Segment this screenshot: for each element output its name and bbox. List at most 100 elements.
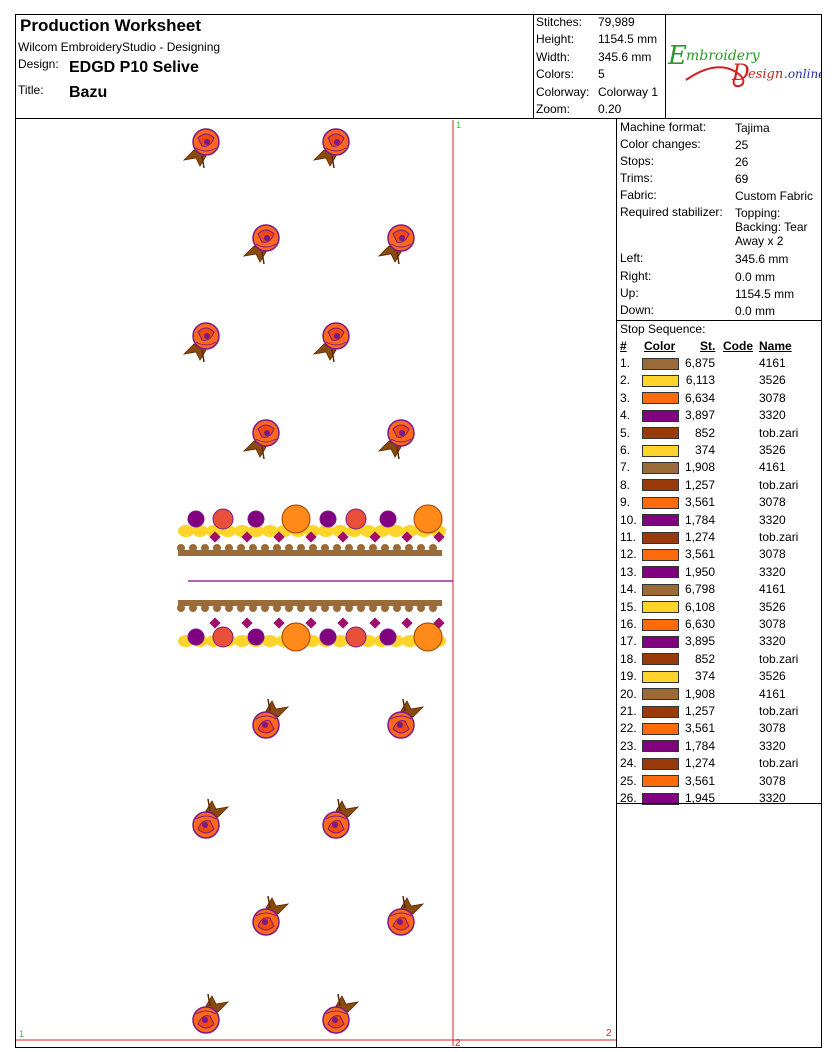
stop-number: 23. xyxy=(620,738,637,753)
thread-name: 3320 xyxy=(759,408,786,423)
stat-value: Colorway 1 xyxy=(598,84,659,99)
machine-info-value: Custom Fabric xyxy=(735,188,814,203)
svg-text:mbroidery: mbroidery xyxy=(686,48,761,64)
machine-info-label: Machine format: xyxy=(620,120,707,134)
machine-info-label: Stops: xyxy=(620,154,655,168)
thread-name: tob.zari xyxy=(759,530,799,544)
stop-number: 12. xyxy=(620,547,637,562)
machine-info-value: 1154.5 mm xyxy=(735,286,795,301)
color-swatch xyxy=(642,705,679,718)
color-swatch xyxy=(642,514,679,527)
rose-motif xyxy=(243,419,280,460)
stitch-count: 852 xyxy=(694,425,715,440)
software-name: Wilcom EmbroideryStudio - Designing xyxy=(18,40,221,54)
stop-number: 2. xyxy=(620,373,631,388)
stitch-count: 852 xyxy=(694,651,715,666)
machine-info-value: 345.6 mm xyxy=(735,251,789,266)
floral-border xyxy=(177,504,446,556)
thread-name: 3526 xyxy=(759,599,786,614)
stop-number: 14. xyxy=(620,582,637,597)
color-swatch xyxy=(642,670,679,683)
rose-motif xyxy=(252,895,289,936)
color-swatch xyxy=(642,722,679,735)
rose-motif xyxy=(183,128,220,169)
color-swatch xyxy=(642,740,679,753)
thread-name: 4161 xyxy=(759,686,786,701)
stop-number: 26. xyxy=(620,791,637,805)
col-num: # xyxy=(620,339,627,353)
thread-name: 3320 xyxy=(759,738,786,753)
title-label: Title: xyxy=(18,83,44,97)
machine-info-value: 69 xyxy=(735,171,749,186)
stop-number: 24. xyxy=(620,756,637,771)
stitch-count: 6,630 xyxy=(684,617,715,631)
stat-label: Stitches: xyxy=(536,15,583,29)
color-swatch xyxy=(642,409,679,422)
color-swatch xyxy=(642,444,679,457)
stop-number: 9. xyxy=(620,495,631,510)
end-marker: 2 xyxy=(455,1038,461,1046)
thread-name: tob.zari xyxy=(759,756,799,771)
stop-number: 1. xyxy=(620,356,631,370)
rose-motif xyxy=(387,698,424,739)
info-panel: Machine format: Tajima Color changes: 25 S… xyxy=(616,119,822,1048)
rose-motif xyxy=(252,698,289,739)
col-code: Code xyxy=(723,339,753,353)
color-swatch xyxy=(642,357,679,370)
color-swatch xyxy=(642,601,679,614)
color-swatch xyxy=(642,427,679,440)
svg-text:E: E xyxy=(667,41,687,71)
rose-motif xyxy=(243,224,280,265)
stitch-count: 6,113 xyxy=(685,373,715,388)
thread-name: 3320 xyxy=(759,564,786,579)
machine-info-label: Right: xyxy=(620,269,652,283)
worksheet-header: Production Worksheet Wilcom EmbroiderySt… xyxy=(15,14,825,119)
title-value: Bazu xyxy=(69,84,108,101)
rose-motif xyxy=(313,128,350,169)
stitch-count: 374 xyxy=(694,443,715,457)
stop-number: 7. xyxy=(620,460,631,475)
color-swatch xyxy=(642,792,679,805)
stitch-count: 3,895 xyxy=(684,634,715,649)
col-color: Color xyxy=(644,339,676,353)
start-marker-bottom: 1 xyxy=(19,1029,24,1039)
thread-name: 3320 xyxy=(759,791,786,805)
stitch-count: 3,561 xyxy=(684,773,715,788)
stop-sequence-title: Stop Sequence: xyxy=(620,322,706,336)
rose-motif xyxy=(192,798,229,839)
color-swatch xyxy=(642,775,679,788)
color-swatch xyxy=(642,548,679,561)
col-name: Name xyxy=(759,339,792,353)
design-preview-canvas: 1 1 2 2 xyxy=(16,120,616,1046)
thread-name: 3526 xyxy=(759,373,786,388)
stitch-count: 1,257 xyxy=(684,704,715,718)
stitch-count: 1,908 xyxy=(684,460,715,475)
stop-number: 3. xyxy=(620,390,631,405)
thread-name: 3526 xyxy=(759,443,786,457)
machine-info-value: 0.0 mm xyxy=(735,269,776,284)
thread-name: 3320 xyxy=(759,634,786,649)
thread-name: 3320 xyxy=(759,512,786,527)
stitch-count: 374 xyxy=(694,669,715,684)
stitch-count: 1,784 xyxy=(684,738,715,753)
machine-info-value: 26 xyxy=(735,154,749,169)
rose-motif xyxy=(322,993,359,1034)
machine-info-label: Color changes: xyxy=(620,137,701,151)
stop-number: 22. xyxy=(620,721,637,736)
svg-text:D: D xyxy=(731,61,750,86)
stop-number: 6. xyxy=(620,443,631,457)
machine-info-value: 0.0 mm xyxy=(735,303,776,318)
stitch-count: 3,561 xyxy=(684,495,715,510)
thread-name: 4161 xyxy=(759,356,786,370)
rose-motif xyxy=(192,993,229,1034)
thread-name: 3526 xyxy=(759,669,786,684)
rose-motif xyxy=(387,895,424,936)
machine-info-label: Down: xyxy=(620,303,655,317)
svg-text:.online: .online xyxy=(784,67,821,81)
rose-motif xyxy=(378,419,415,460)
thread-name: tob.zari xyxy=(759,651,799,666)
rose-motif xyxy=(313,322,350,363)
worksheet-frame xyxy=(15,14,822,1048)
rose-motif xyxy=(183,322,220,363)
stop-number: 8. xyxy=(620,477,631,492)
